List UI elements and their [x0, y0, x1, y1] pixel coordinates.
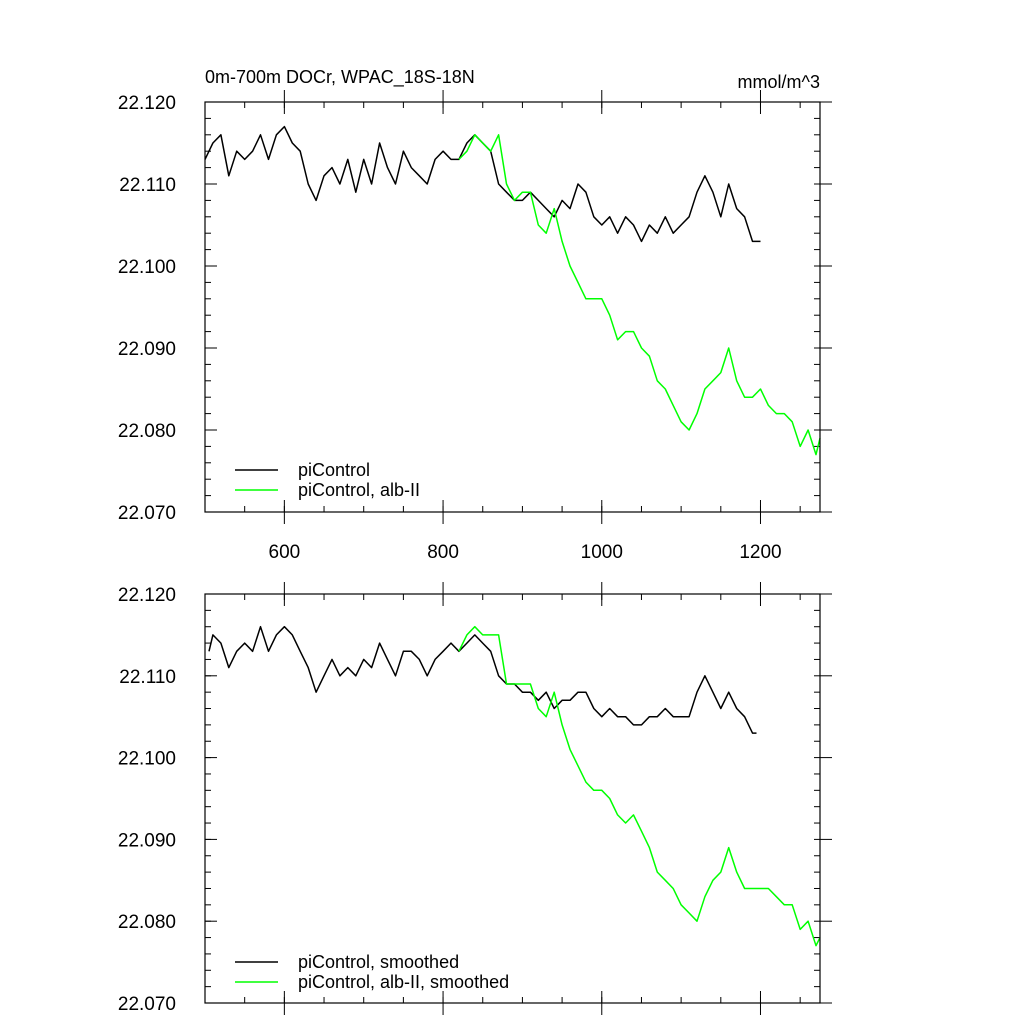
- y-tick-label: 22.100: [118, 749, 176, 770]
- x-tick-label: 600: [269, 542, 301, 563]
- y-tick-label: 22.110: [119, 667, 176, 688]
- chart-title: 0m-700m DOCr, WPAC_18S-18N: [205, 67, 475, 88]
- y-tick-label: 22.090: [118, 830, 176, 851]
- series-line: [208, 625, 757, 734]
- y-tick-label: 22.120: [118, 585, 176, 606]
- legend-label: piControl, smoothed: [298, 952, 459, 972]
- series-line: [458, 625, 821, 947]
- y-tick-label: 22.100: [118, 257, 176, 278]
- x-tick-label: 1000: [581, 542, 623, 563]
- y-tick-label: 22.070: [118, 994, 176, 1015]
- plot-frame: [204, 101, 821, 513]
- y-tick-label: 22.090: [118, 339, 176, 360]
- top-panel: 22.120 22.110 22.100 22.090 22.080 22.070 600 8…: [118, 90, 832, 563]
- y-tick-label: 22.080: [118, 912, 176, 933]
- plot-frame: [204, 593, 821, 1004]
- legend-label: piControl: [298, 460, 370, 480]
- x-tick-label: 1200: [739, 542, 781, 563]
- bottom-panel: 22.120 22.110 22.100 22.090 22.080 22.070 piCo…: [118, 582, 832, 1015]
- legend-label: piControl, alb-II, smoothed: [298, 972, 509, 992]
- units-label: mmol/m^3: [738, 72, 820, 92]
- y-tick-label: 22.070: [118, 503, 176, 524]
- y-tick-label: 22.120: [118, 93, 176, 114]
- y-tick-label: 22.110: [119, 175, 176, 196]
- y-tick-label: 22.080: [118, 421, 176, 442]
- x-tick-label: 800: [427, 542, 459, 563]
- legend-label: piControl, alb-II: [298, 480, 420, 500]
- series-line: [458, 134, 821, 456]
